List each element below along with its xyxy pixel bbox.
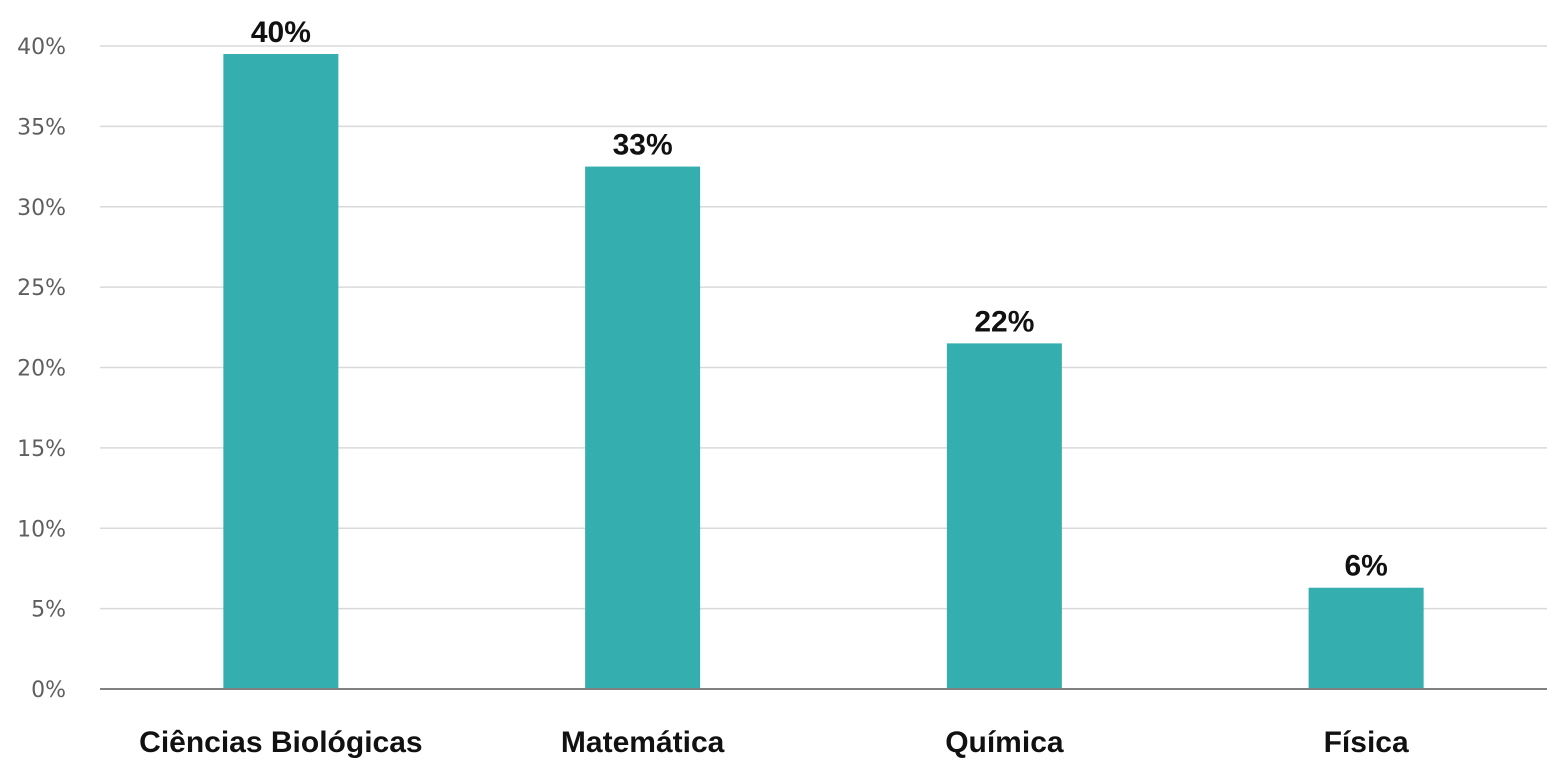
y-tick-label: 30% xyxy=(17,196,66,221)
data-label: 33% xyxy=(613,129,673,162)
bar xyxy=(223,54,339,690)
bar xyxy=(585,166,701,689)
y-tick-label: 15% xyxy=(17,437,66,462)
gridlines xyxy=(100,45,1547,610)
y-tick-label: 10% xyxy=(17,517,66,542)
y-tick-label: 35% xyxy=(17,115,66,140)
bar xyxy=(1308,587,1424,689)
category-label: Ciências Biológicas xyxy=(139,726,422,759)
data-label: 40% xyxy=(251,16,311,49)
category-label: Matemática xyxy=(561,726,725,759)
data-label: 22% xyxy=(974,305,1034,338)
y-tick-label: 0% xyxy=(31,678,66,703)
data-labels: 40% 33% 22% 6% xyxy=(251,16,1388,583)
category-labels: Ciências Biológicas Matemática Química Físi… xyxy=(139,726,1409,759)
y-tick-label: 5% xyxy=(31,598,66,623)
category-label: Física xyxy=(1324,726,1409,759)
y-tick-label: 20% xyxy=(17,357,66,382)
bar xyxy=(946,343,1062,689)
data-label: 6% xyxy=(1344,550,1387,583)
bars xyxy=(223,54,1424,690)
y-tick-label: 40% xyxy=(17,35,66,60)
category-label: Química xyxy=(945,726,1064,759)
y-axis-ticks: 0% 5% 10% 15% 20% 25% 30% 35% 40% xyxy=(17,35,66,703)
y-tick-label: 25% xyxy=(17,276,66,301)
